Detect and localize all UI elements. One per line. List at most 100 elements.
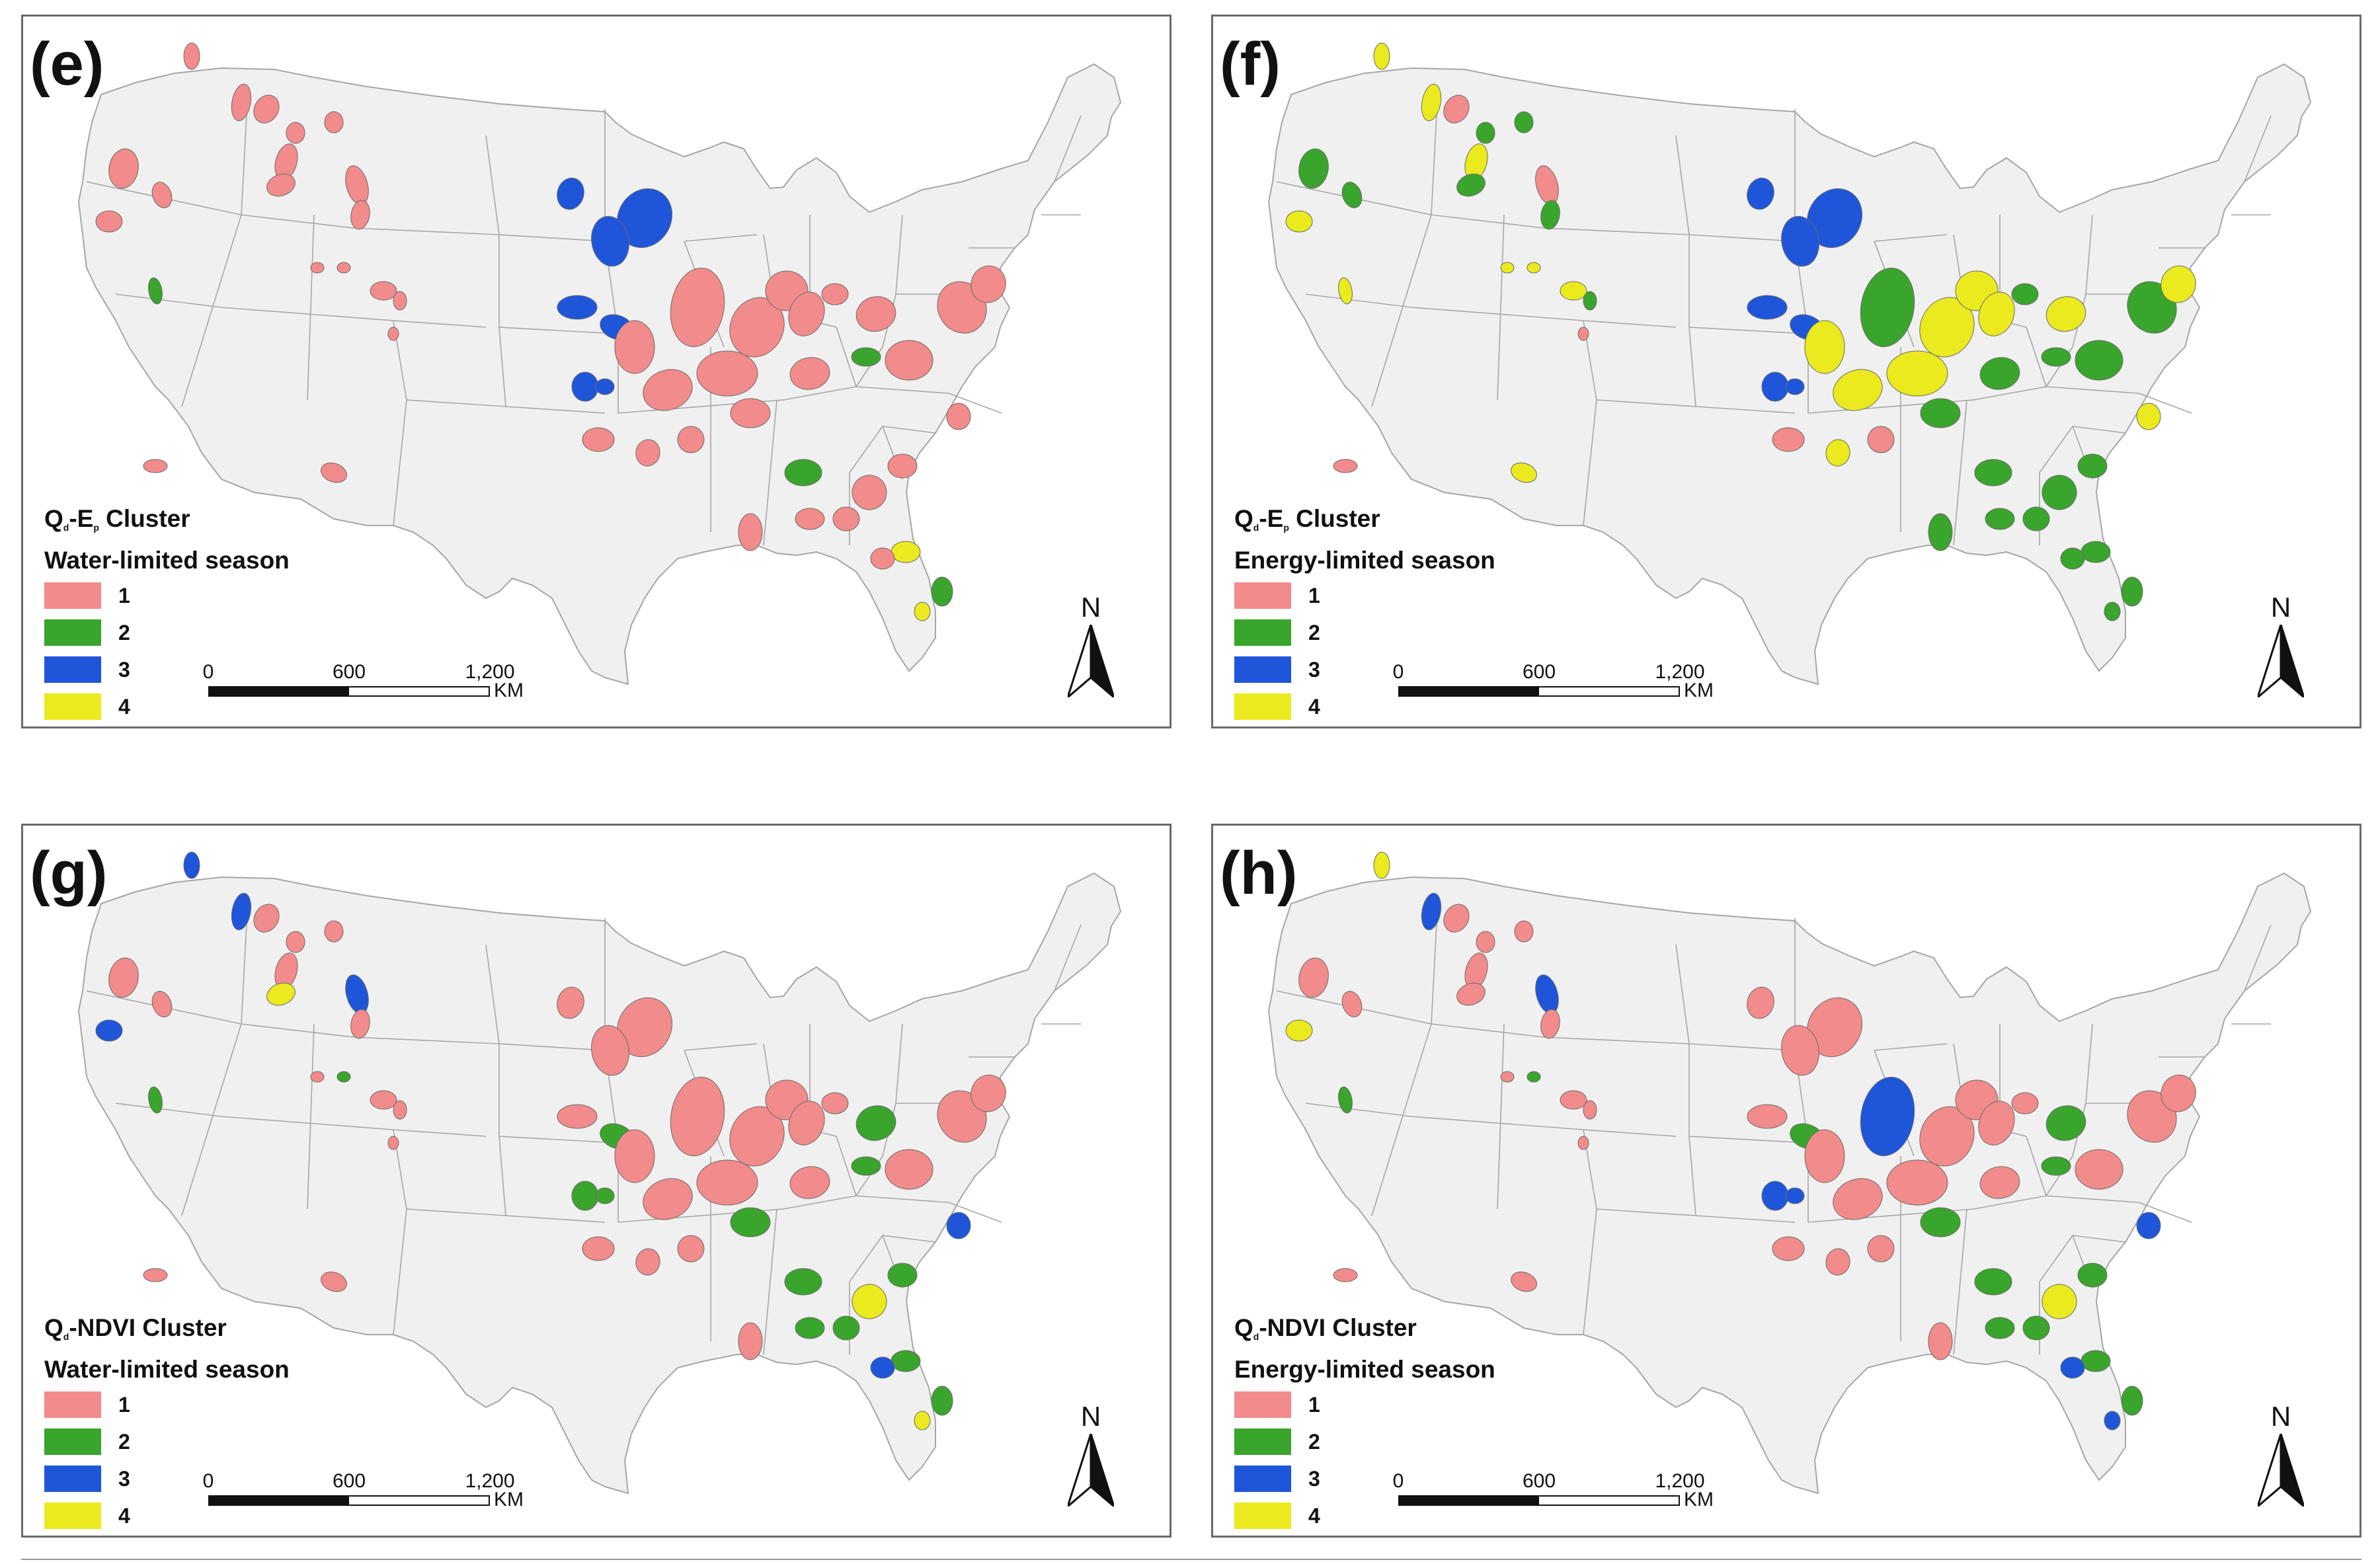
legend-title: Qd-Ep Cluster (44, 502, 290, 544)
legend-number: 2 (118, 1429, 130, 1454)
state-border (1675, 944, 1696, 1216)
basin-cluster-2 (2011, 283, 2039, 305)
north-label: N (1080, 592, 1101, 623)
legend-title-part: Cluster (99, 505, 190, 532)
state-border (1054, 924, 1082, 992)
state-border (1953, 399, 1967, 546)
basin-cluster-1 (324, 920, 344, 943)
state-border (684, 234, 758, 242)
basin-cluster-1 (821, 1092, 849, 1114)
state-border (1874, 1043, 1948, 1051)
basin-cluster-1 (1443, 95, 1470, 124)
state-border (1596, 399, 1696, 407)
legend-number: 3 (118, 657, 130, 682)
state-border (498, 1136, 619, 1144)
scale-tick-0: 0 (202, 661, 214, 683)
basin-cluster-1 (971, 1074, 1006, 1113)
state-border (1054, 115, 1082, 182)
basin-cluster-3 (591, 215, 629, 267)
state-border (1695, 1215, 1796, 1223)
basin-cluster-2 (1341, 182, 1363, 208)
basin-cluster-1 (231, 83, 252, 122)
legend-swatch (44, 693, 101, 720)
basin-cluster-1 (337, 262, 351, 274)
legend-item: 1 (44, 1386, 290, 1423)
basin-cluster-2 (1540, 200, 1560, 230)
state-border (1305, 1103, 1412, 1117)
us-outline (77, 63, 1122, 685)
basin-cluster-1 (614, 1129, 655, 1183)
north-arrow: N (1061, 1401, 1121, 1513)
legend-title: Qd-NDVI Cluster (44, 1311, 290, 1353)
legend-swatch (1234, 656, 1291, 683)
basin-cluster-1 (614, 320, 655, 374)
basin-cluster-3 (2060, 1356, 2085, 1379)
us-outline (1267, 63, 2312, 685)
basin-cluster-1 (151, 991, 173, 1017)
legend-item: 4 (1234, 1497, 1495, 1534)
basin-cluster-2 (1514, 111, 1534, 134)
basin-cluster-1 (1747, 1104, 1788, 1129)
basin-cluster-1 (670, 1077, 725, 1156)
north-arrow: N (2251, 592, 2311, 704)
state-border (485, 944, 506, 1216)
state-border (895, 1023, 903, 1104)
basin-cluster-1 (730, 398, 771, 428)
basin-cluster-1 (788, 292, 825, 336)
basin-cluster-2 (148, 1086, 163, 1114)
map-panel-h: (h) Qd-NDVI Cluster Energy-limited season 1… (1211, 824, 2361, 1538)
basin-cluster-2 (2041, 347, 2071, 367)
basin-cluster-2 (931, 1386, 953, 1416)
basin-cluster-2 (931, 576, 953, 607)
basin-cluster-1 (183, 42, 200, 70)
legend-number: 1 (118, 583, 130, 607)
basin-cluster-1 (1456, 982, 1486, 1006)
basin-cluster-1 (108, 957, 139, 998)
us-basemap (1267, 42, 2312, 685)
basin-cluster-1 (635, 439, 660, 467)
basin-cluster-1 (1583, 1100, 1597, 1120)
state-border (2244, 924, 2272, 992)
basin-cluster-1 (321, 1271, 347, 1292)
scale-tick-1200: 1,200 (465, 1470, 515, 1492)
basin-cluster-1 (108, 148, 139, 189)
basin-cluster-1 (738, 513, 763, 551)
basin-cluster-1 (1772, 427, 1805, 452)
basin-cluster-1 (393, 1100, 407, 1120)
legend-title-part: -E (1259, 505, 1284, 532)
basin-cluster-4 (1338, 277, 1353, 305)
basin-cluster-1 (1804, 1129, 1845, 1183)
basin-cluster-2 (855, 1105, 896, 1141)
north-arrow-icon (1068, 625, 1114, 697)
basin-cluster-3 (571, 371, 599, 402)
basin-cluster-2 (2077, 1263, 2108, 1288)
state-border (498, 327, 619, 334)
state-border (241, 214, 500, 235)
basin-cluster-2 (887, 1263, 918, 1288)
scale-bar: 0 600 1,200 KM (1393, 1470, 1714, 1510)
basin-cluster-2 (1298, 148, 1329, 189)
basin-cluster-4 (1500, 262, 1515, 274)
state-border (1371, 214, 1432, 407)
basin-cluster-1 (95, 210, 123, 233)
legend-season: Water-limited season (44, 1356, 290, 1383)
north-label: N (1080, 1401, 1101, 1432)
basin-cluster-4 (1285, 210, 1313, 233)
basin-cluster-1 (670, 268, 725, 347)
basin-cluster-4 (1825, 439, 1850, 467)
state-border (948, 393, 1002, 414)
north-label: N (2270, 1401, 2291, 1432)
basin-cluster-3 (1747, 177, 1774, 210)
basin-cluster-1 (832, 506, 860, 531)
basin-cluster-1 (643, 369, 693, 411)
basin-cluster-3 (1761, 1181, 1789, 1211)
legend-number: 2 (1308, 620, 1320, 645)
basin-cluster-1 (1443, 904, 1470, 933)
state-border (498, 1043, 606, 1051)
scale-tick-0: 0 (1392, 661, 1404, 683)
legend-number: 4 (118, 1503, 130, 1528)
legend-title-part: -NDVI (69, 1314, 136, 1341)
legend-swatch (1234, 1466, 1291, 1492)
basin-cluster-1 (591, 1025, 629, 1076)
scale-bar-graphic (208, 1495, 490, 1506)
